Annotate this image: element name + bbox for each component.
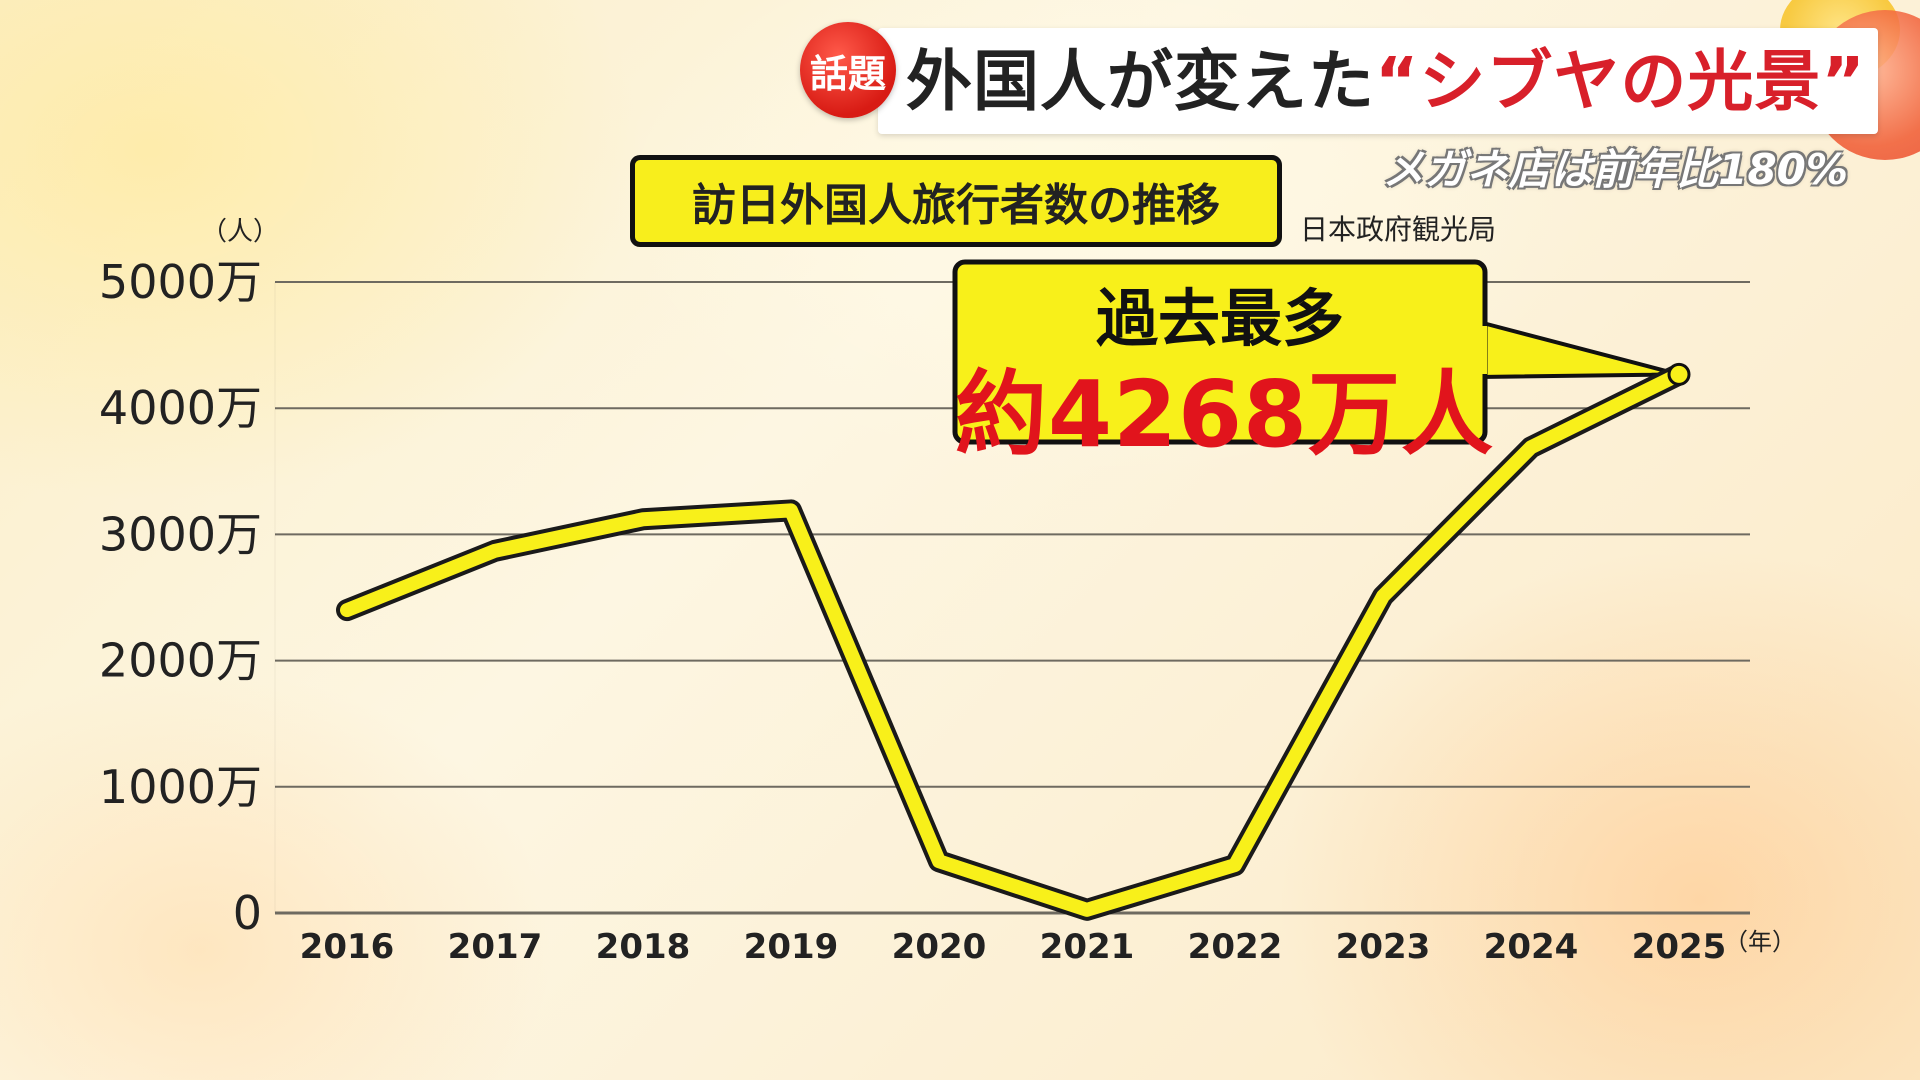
- x-tick-label: 2025: [1632, 927, 1727, 967]
- data-point: [639, 515, 647, 524]
- data-point: [491, 546, 499, 555]
- x-tick-label: 2019: [744, 927, 839, 967]
- y-tick-label: 5000万: [99, 255, 262, 309]
- x-tick-label: 2018: [596, 927, 691, 967]
- y-unit-label: （人）: [201, 217, 279, 247]
- y-tick-label: 4000万: [99, 381, 262, 435]
- highlight-point: [1667, 362, 1691, 386]
- data-point: [935, 857, 943, 866]
- series-line: [340, 367, 1686, 917]
- data-point: [1379, 592, 1387, 601]
- subheadline: メガネ店は前年比180%: [1382, 145, 1848, 194]
- data-point: [343, 606, 351, 615]
- x-tick-label: 2024: [1484, 927, 1579, 967]
- y-tick-label: 2000万: [99, 634, 262, 688]
- y-tick-label: 1000万: [99, 760, 262, 814]
- chart-source: 日本政府観光局: [1300, 213, 1497, 246]
- callout-pointer-joint: [1473, 326, 1487, 374]
- y-tick-label: 0: [233, 886, 262, 940]
- x-tick-label: 2020: [892, 927, 987, 967]
- x-tick-label: 2022: [1188, 927, 1283, 967]
- topic-badge: 話題: [800, 22, 896, 118]
- y-tick-label: 3000万: [99, 507, 262, 561]
- callout-label: 過去最多: [1095, 282, 1344, 355]
- data-point: [1527, 443, 1535, 452]
- data-point: [787, 506, 795, 515]
- x-tick-label: 2023: [1336, 927, 1431, 967]
- x-unit-label: （年）: [1724, 928, 1796, 956]
- data-point: [1083, 905, 1091, 914]
- headline: 外国人が変えた“シブヤの光景”: [906, 34, 1866, 130]
- headline-accent: “シブヤの光景”: [1375, 43, 1866, 120]
- x-tick-label: 2016: [300, 927, 395, 967]
- callout-value: 約4268万人: [955, 361, 1495, 468]
- x-tick-label: 2017: [448, 927, 543, 967]
- headline-banner: [878, 28, 1878, 134]
- data-point: [1231, 861, 1239, 870]
- chart-title: 訪日外国人旅行者数の推移: [630, 155, 1282, 247]
- headline-main: 外国人が変えた: [906, 43, 1375, 120]
- callout-pointer: [1477, 320, 1681, 379]
- x-tick-label: 2021: [1040, 927, 1135, 967]
